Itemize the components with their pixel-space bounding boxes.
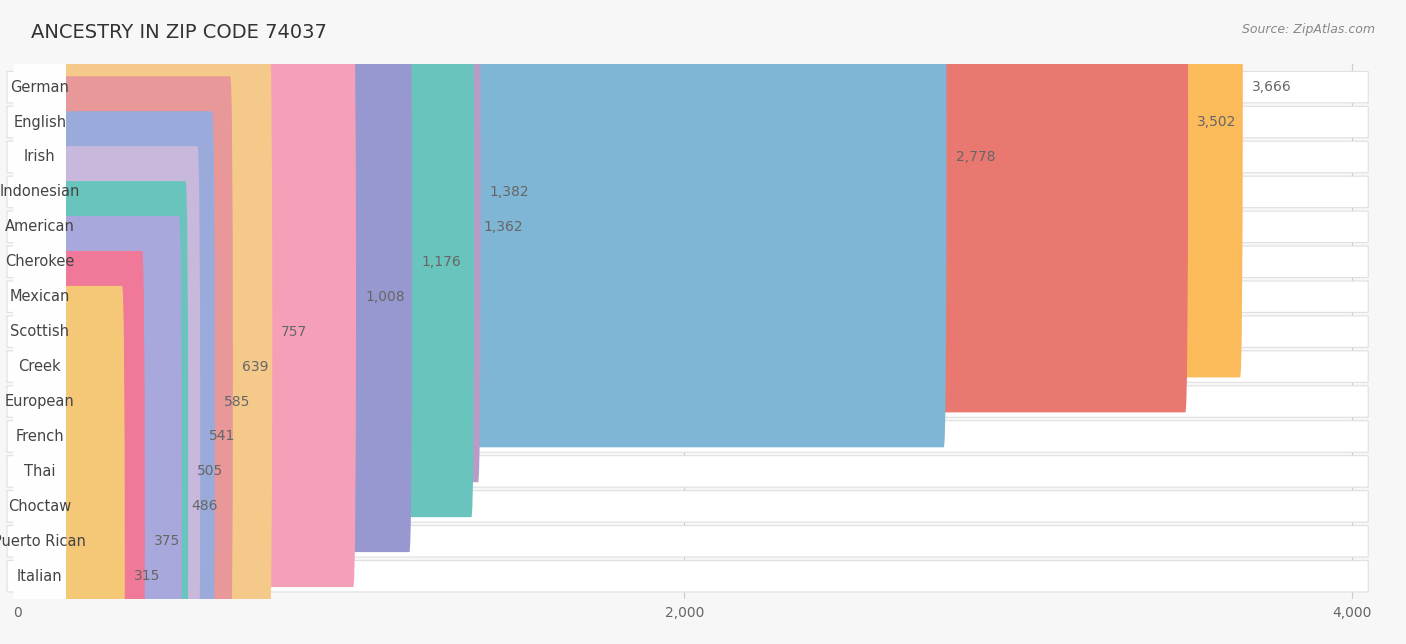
Text: 757: 757 [281, 325, 308, 339]
Text: 505: 505 [197, 464, 224, 478]
FancyBboxPatch shape [14, 0, 946, 448]
FancyBboxPatch shape [7, 316, 1368, 347]
Text: Puerto Rican: Puerto Rican [0, 534, 86, 549]
Text: Source: ZipAtlas.com: Source: ZipAtlas.com [1241, 23, 1375, 35]
FancyBboxPatch shape [14, 0, 412, 552]
FancyBboxPatch shape [14, 146, 66, 644]
FancyBboxPatch shape [7, 456, 1368, 487]
FancyBboxPatch shape [14, 0, 66, 448]
FancyBboxPatch shape [14, 0, 474, 517]
FancyBboxPatch shape [7, 106, 1368, 138]
FancyBboxPatch shape [14, 251, 145, 644]
Text: Scottish: Scottish [10, 324, 69, 339]
FancyBboxPatch shape [14, 146, 200, 644]
FancyBboxPatch shape [14, 41, 273, 622]
FancyBboxPatch shape [7, 386, 1368, 417]
FancyBboxPatch shape [14, 286, 125, 644]
FancyBboxPatch shape [14, 0, 481, 482]
FancyBboxPatch shape [14, 181, 66, 644]
FancyBboxPatch shape [14, 0, 66, 517]
FancyBboxPatch shape [7, 421, 1368, 452]
Text: 375: 375 [153, 535, 180, 548]
FancyBboxPatch shape [14, 251, 66, 644]
Text: European: European [4, 394, 75, 409]
Text: 1,008: 1,008 [366, 290, 405, 304]
FancyBboxPatch shape [14, 181, 188, 644]
Text: German: German [10, 80, 69, 95]
Text: ANCESTRY IN ZIP CODE 74037: ANCESTRY IN ZIP CODE 74037 [31, 23, 326, 42]
Text: 2,778: 2,778 [956, 150, 995, 164]
Text: 486: 486 [191, 499, 218, 513]
FancyBboxPatch shape [14, 6, 356, 587]
Text: 315: 315 [134, 569, 160, 583]
Text: Irish: Irish [24, 149, 56, 164]
Text: 3,666: 3,666 [1251, 80, 1292, 94]
FancyBboxPatch shape [14, 111, 215, 644]
FancyBboxPatch shape [14, 286, 66, 644]
FancyBboxPatch shape [14, 0, 66, 377]
Text: 1,382: 1,382 [489, 185, 530, 199]
FancyBboxPatch shape [7, 491, 1368, 522]
Text: Choctaw: Choctaw [8, 499, 72, 514]
FancyBboxPatch shape [14, 6, 66, 587]
Text: Thai: Thai [24, 464, 55, 479]
FancyBboxPatch shape [7, 211, 1368, 243]
FancyBboxPatch shape [14, 216, 66, 644]
FancyBboxPatch shape [7, 560, 1368, 592]
Text: Cherokee: Cherokee [6, 254, 75, 269]
FancyBboxPatch shape [14, 76, 233, 644]
Text: 3,502: 3,502 [1197, 115, 1236, 129]
FancyBboxPatch shape [7, 281, 1368, 312]
FancyBboxPatch shape [7, 141, 1368, 173]
Text: 585: 585 [224, 395, 250, 408]
Text: 1,176: 1,176 [420, 255, 461, 269]
FancyBboxPatch shape [14, 0, 1243, 377]
FancyBboxPatch shape [7, 351, 1368, 383]
Text: French: French [15, 429, 65, 444]
FancyBboxPatch shape [14, 0, 66, 482]
FancyBboxPatch shape [7, 176, 1368, 207]
FancyBboxPatch shape [14, 0, 66, 552]
FancyBboxPatch shape [14, 76, 66, 644]
FancyBboxPatch shape [14, 216, 181, 644]
Text: Mexican: Mexican [10, 289, 70, 304]
Text: Indonesian: Indonesian [0, 184, 80, 200]
FancyBboxPatch shape [14, 0, 1188, 412]
Text: 1,362: 1,362 [484, 220, 523, 234]
Text: Italian: Italian [17, 569, 62, 583]
FancyBboxPatch shape [14, 0, 66, 412]
FancyBboxPatch shape [7, 526, 1368, 557]
Text: English: English [13, 115, 66, 129]
Text: Creek: Creek [18, 359, 60, 374]
FancyBboxPatch shape [14, 41, 66, 622]
FancyBboxPatch shape [7, 71, 1368, 103]
Text: 541: 541 [209, 430, 236, 444]
FancyBboxPatch shape [7, 246, 1368, 278]
FancyBboxPatch shape [14, 111, 66, 644]
Text: 639: 639 [242, 359, 269, 374]
Text: American: American [4, 220, 75, 234]
